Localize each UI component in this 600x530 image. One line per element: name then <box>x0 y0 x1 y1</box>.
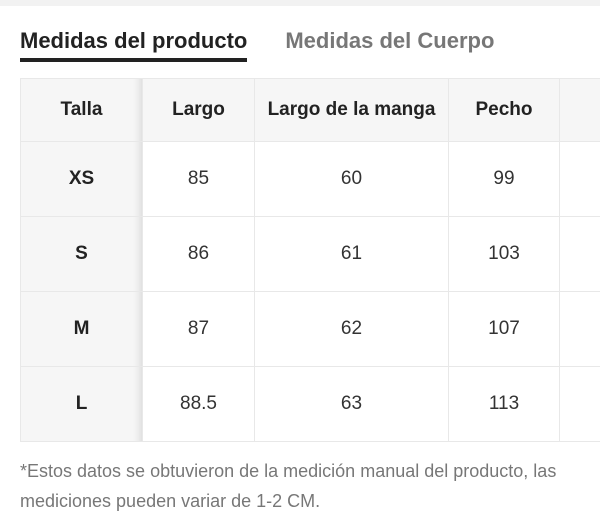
table-row: XS 85 60 99 <box>20 141 600 217</box>
cell-largo: 88.5 <box>142 366 255 442</box>
cell-largo: 86 <box>142 216 255 292</box>
header-hidden-column <box>559 78 600 142</box>
size-table-container[interactable]: Talla Largo Largo de la manga Pecho XS 8… <box>20 78 600 442</box>
header-largo-de-la-manga: Largo de la manga <box>254 78 449 142</box>
measurement-tabs: Medidas del producto Medidas del Cuerpo <box>20 24 532 62</box>
table-header-row: Talla Largo Largo de la manga Pecho <box>20 78 600 142</box>
cell-largo: 85 <box>142 141 255 217</box>
table-row: S 86 61 103 <box>20 216 600 292</box>
top-divider <box>0 0 600 6</box>
cell-hidden <box>559 216 600 292</box>
cell-hidden <box>559 141 600 217</box>
cell-pecho: 99 <box>448 141 560 217</box>
cell-hidden <box>559 366 600 442</box>
cell-pecho: 103 <box>448 216 560 292</box>
cell-size: L <box>20 366 143 442</box>
header-pecho: Pecho <box>448 78 560 142</box>
cell-largo-manga: 60 <box>254 141 449 217</box>
measurement-disclaimer: *Estos datos se obtuvieron de la medició… <box>20 461 557 511</box>
cell-size: S <box>20 216 143 292</box>
cell-largo-manga: 61 <box>254 216 449 292</box>
cell-size: M <box>20 291 143 367</box>
table-row: M 87 62 107 <box>20 291 600 367</box>
cell-hidden <box>559 291 600 367</box>
size-table: Talla Largo Largo de la manga Pecho XS 8… <box>20 78 600 442</box>
cell-largo-manga: 62 <box>254 291 449 367</box>
header-talla: Talla <box>20 78 143 142</box>
header-largo: Largo <box>142 78 255 142</box>
cell-pecho: 113 <box>448 366 560 442</box>
cell-largo: 87 <box>142 291 255 367</box>
cell-largo-manga: 63 <box>254 366 449 442</box>
table-row: L 88.5 63 113 <box>20 366 600 442</box>
cell-pecho: 107 <box>448 291 560 367</box>
cell-size: XS <box>20 141 143 217</box>
tab-medidas-del-producto[interactable]: Medidas del producto <box>20 24 248 62</box>
tab-medidas-del-cuerpo[interactable]: Medidas del Cuerpo <box>285 28 495 53</box>
